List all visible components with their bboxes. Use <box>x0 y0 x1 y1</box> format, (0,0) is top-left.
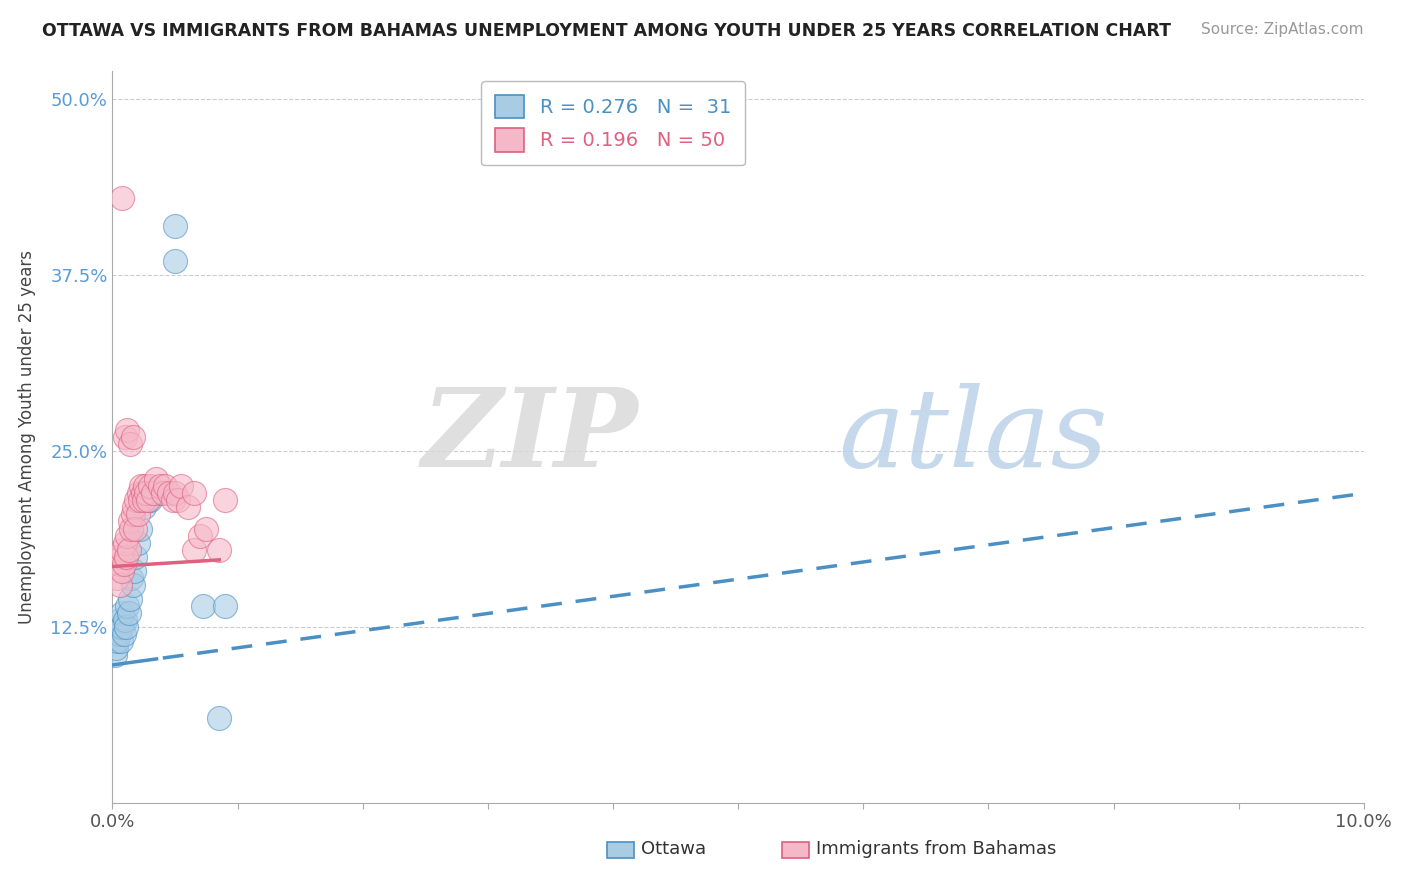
Point <box>149 479 172 493</box>
Point <box>112 627 135 641</box>
Point <box>108 613 131 627</box>
Point <box>118 437 141 451</box>
Text: Source: ZipAtlas.com: Source: ZipAtlas.com <box>1201 22 1364 37</box>
Point <box>145 486 167 500</box>
Point <box>153 479 176 493</box>
Point <box>107 634 129 648</box>
Point <box>152 486 174 500</box>
Point <box>124 521 146 535</box>
Point <box>208 542 231 557</box>
Point <box>118 591 141 606</box>
Point <box>129 521 152 535</box>
Text: Immigrants from Bahamas: Immigrants from Bahamas <box>815 840 1056 858</box>
Point <box>108 578 131 592</box>
Point <box>121 430 143 444</box>
Point <box>135 486 157 500</box>
Point <box>122 500 145 515</box>
Point <box>111 564 134 578</box>
Point <box>121 508 143 522</box>
Point <box>105 549 128 564</box>
Point <box>163 219 186 233</box>
Point <box>176 500 198 515</box>
Point <box>131 486 153 500</box>
Point <box>117 423 139 437</box>
Point <box>121 578 143 592</box>
Point <box>111 620 134 634</box>
Point <box>124 549 146 564</box>
Point <box>118 542 141 557</box>
Point <box>110 549 132 564</box>
Point <box>111 191 134 205</box>
Point <box>134 479 156 493</box>
Text: atlas: atlas <box>838 384 1108 491</box>
Point <box>162 493 184 508</box>
Point <box>183 486 205 500</box>
FancyBboxPatch shape <box>782 841 810 858</box>
Point <box>195 521 218 535</box>
Point <box>141 486 163 500</box>
Point <box>139 479 162 493</box>
FancyBboxPatch shape <box>607 841 634 858</box>
Point <box>157 486 180 500</box>
Point <box>112 557 135 571</box>
Point <box>188 528 211 542</box>
Point <box>132 493 155 508</box>
Point <box>145 472 167 486</box>
Point <box>129 493 152 508</box>
Point <box>163 486 186 500</box>
Point <box>114 430 136 444</box>
Point <box>139 493 162 508</box>
Point <box>110 634 132 648</box>
Text: ZIP: ZIP <box>422 384 638 491</box>
Point <box>115 620 138 634</box>
Point <box>117 528 139 542</box>
Point <box>104 648 127 662</box>
Point <box>111 542 134 557</box>
Point <box>128 486 150 500</box>
Point <box>208 711 231 725</box>
Point <box>214 599 236 613</box>
Point <box>118 606 141 620</box>
Point <box>149 486 172 500</box>
Y-axis label: Unemployment Among Youth under 25 years: Unemployment Among Youth under 25 years <box>18 250 37 624</box>
Point <box>127 535 149 549</box>
Point <box>166 493 188 508</box>
Point <box>127 508 149 522</box>
Point <box>111 606 134 620</box>
Point <box>114 535 136 549</box>
Point <box>118 515 141 529</box>
Point <box>108 620 131 634</box>
Point <box>120 571 142 585</box>
Point <box>136 493 159 508</box>
Point <box>120 521 142 535</box>
Point <box>117 599 139 613</box>
Point <box>107 557 129 571</box>
Point <box>136 493 159 508</box>
Point <box>170 479 193 493</box>
Point <box>183 542 205 557</box>
Text: Ottawa: Ottawa <box>641 840 706 858</box>
Point <box>129 479 152 493</box>
Point <box>125 493 148 508</box>
Point <box>114 613 136 627</box>
Point <box>132 500 155 515</box>
Legend: R = 0.276   N =  31, R = 0.196   N = 50: R = 0.276 N = 31, R = 0.196 N = 50 <box>481 81 745 166</box>
Point <box>191 599 214 613</box>
Point <box>115 549 138 564</box>
Point <box>214 493 236 508</box>
Point <box>105 641 128 656</box>
Point <box>122 564 145 578</box>
Point <box>107 627 129 641</box>
Point <box>107 571 129 585</box>
Point <box>163 254 186 268</box>
Text: OTTAWA VS IMMIGRANTS FROM BAHAMAS UNEMPLOYMENT AMONG YOUTH UNDER 25 YEARS CORREL: OTTAWA VS IMMIGRANTS FROM BAHAMAS UNEMPL… <box>42 22 1171 40</box>
